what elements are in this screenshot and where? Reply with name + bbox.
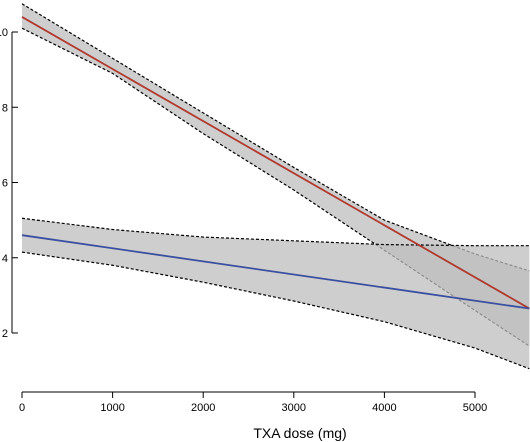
confidence-bands	[21, 3, 530, 370]
x-tick-label-2000: 2000	[191, 402, 215, 414]
y-tick-label-8: 8	[2, 102, 8, 114]
x-tick-label-5000: 5000	[463, 402, 487, 414]
fit-line-1	[21, 16, 530, 310]
fit-lines	[21, 16, 530, 310]
band-upper-bound-1	[21, 3, 530, 272]
x-tick-label-4000: 4000	[372, 402, 396, 414]
y-axis-ticks: 2 4 6 8 10	[0, 27, 18, 340]
y-tick-label-2: 2	[2, 328, 8, 340]
band-lower-bound-1	[21, 27, 530, 347]
band-upper-bound-2	[21, 217, 530, 247]
axes	[11, 32, 475, 393]
y-tick-label-6: 6	[2, 178, 8, 190]
x-axis-ticks: 0 1000 2000 3000 4000 5000	[19, 392, 487, 414]
x-tick-label-1000: 1000	[100, 402, 124, 414]
x-axis-title: TXA dose (mg)	[253, 425, 346, 441]
fit-line-2	[21, 234, 530, 310]
confidence-band-2	[22, 218, 530, 369]
x-tick-label-3000: 3000	[282, 402, 306, 414]
y-tick-label-4: 4	[2, 253, 8, 265]
x-tick-label-0: 0	[19, 402, 25, 414]
band-lower-bound-2	[21, 251, 530, 370]
y-tick-label-10: 10	[0, 27, 8, 39]
